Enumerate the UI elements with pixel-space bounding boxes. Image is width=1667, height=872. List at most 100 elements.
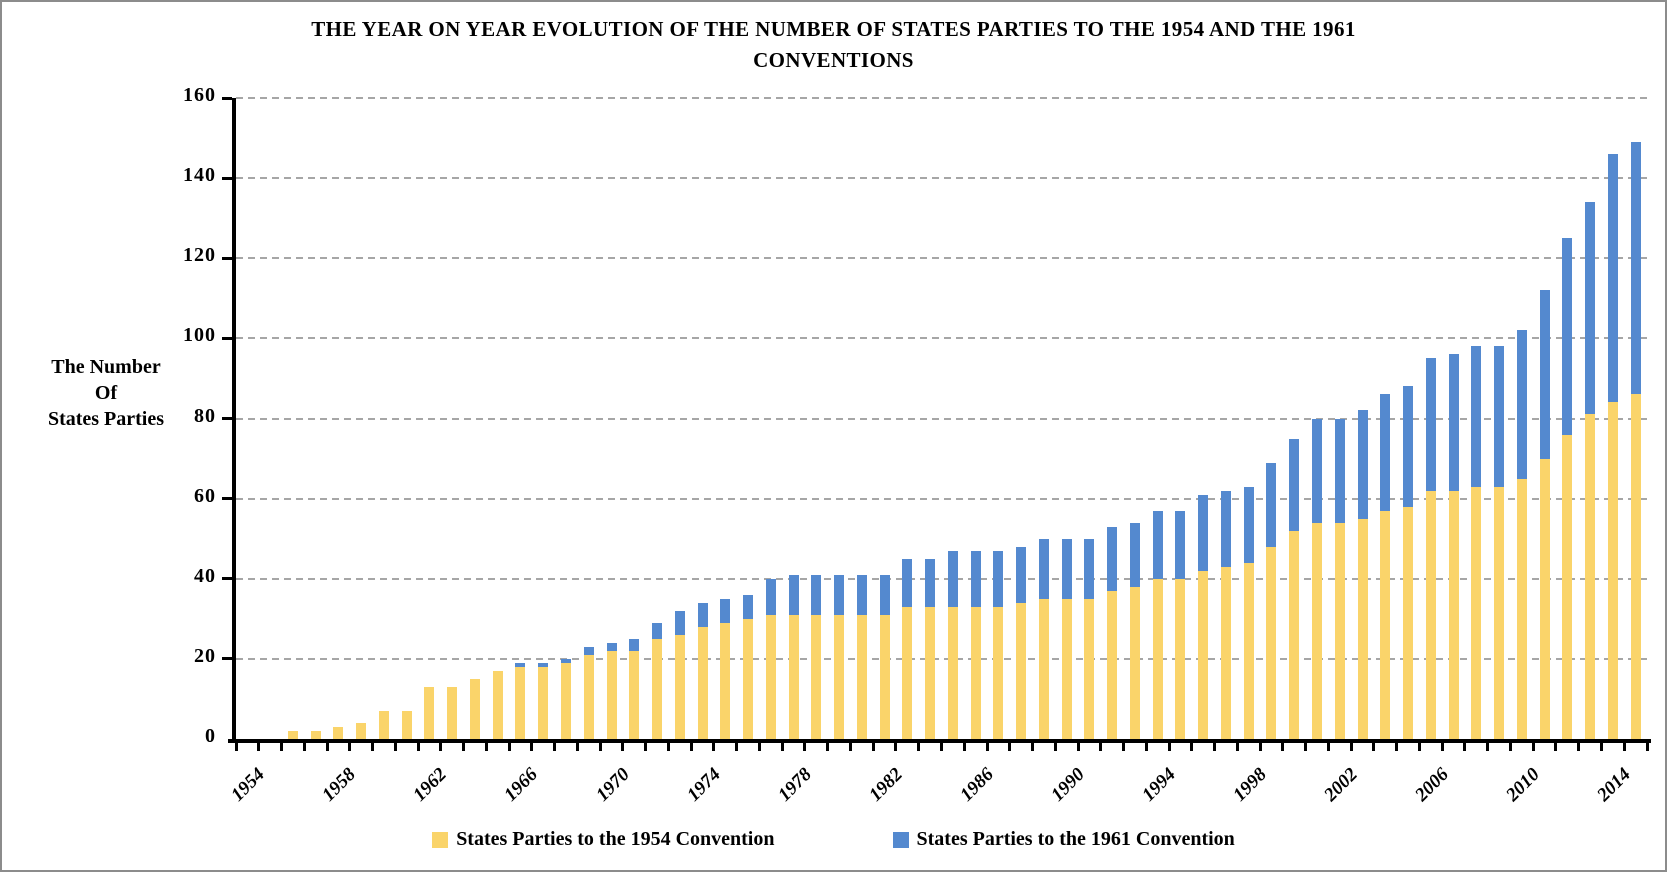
bar-segment-1961-convention-1992 — [1107, 526, 1118, 591]
y-axis-tick-label-0: 0 — [205, 725, 216, 747]
bar-segment-1961-convention-1995 — [1175, 510, 1186, 579]
x-axis-tick-label-1954: 1954 — [227, 764, 270, 806]
x-axis-tick-55 — [1486, 743, 1490, 751]
bar-segment-1961-convention-1966 — [515, 662, 526, 667]
x-axis-tick-30 — [917, 743, 921, 751]
x-axis-tick-27 — [848, 743, 852, 751]
bar-segment-1961-convention-2014 — [1607, 154, 1618, 403]
bar-segment-1961-convention-1980 — [834, 574, 845, 615]
x-axis-tick-51 — [1395, 743, 1399, 751]
x-axis-tick-13 — [530, 743, 534, 751]
bar-segment-1961-convention-1984 — [925, 558, 936, 607]
x-axis-tick-label-1994: 1994 — [1137, 764, 1180, 806]
x-axis-tick-61 — [1622, 743, 1626, 751]
bar-segment-1954-convention-1969 — [583, 654, 594, 739]
x-axis-tick-label-2006: 2006 — [1410, 764, 1453, 806]
legend-item-1961-convention: States Parties to the 1961 Convention — [892, 828, 1235, 851]
bar-segment-1954-convention-1990 — [1061, 598, 1072, 739]
x-axis-tick-41 — [1167, 743, 1171, 751]
bar-segment-1954-convention-2007 — [1448, 490, 1459, 739]
x-axis-tick-45 — [1258, 743, 1262, 751]
y-axis-tick-160 — [222, 96, 232, 100]
bar-segment-1961-convention-1989 — [1038, 538, 1049, 599]
y-axis-tick-120 — [222, 256, 232, 260]
chart-title-line-1: THE YEAR ON YEAR EVOLUTION OF THE NUMBER… — [311, 17, 1356, 41]
bar-segment-1954-convention-1993 — [1129, 586, 1140, 739]
bar-segment-1954-convention-1996 — [1198, 570, 1209, 739]
bar-segment-1961-convention-1981 — [856, 574, 867, 615]
bar-segment-1954-convention-2005 — [1403, 506, 1414, 739]
x-axis-tick-label-1998: 1998 — [1228, 764, 1271, 806]
bar-segment-1961-convention-1967 — [538, 662, 549, 667]
bar-segment-1954-convention-1961 — [401, 710, 412, 739]
bar-segment-1954-convention-1957 — [310, 730, 321, 739]
x-axis-tick-2 — [280, 743, 284, 751]
gridline-60 — [236, 497, 1647, 500]
bar-segment-1961-convention-2002 — [1334, 418, 1345, 523]
bar-segment-1961-convention-2006 — [1425, 358, 1436, 491]
bar-segment-1961-convention-1990 — [1061, 538, 1072, 599]
x-axis-tick-48 — [1326, 743, 1330, 751]
bar-segment-1954-convention-2012 — [1562, 434, 1573, 739]
bar-segment-1961-convention-1996 — [1198, 494, 1209, 571]
x-axis-tick-42 — [1190, 743, 1194, 751]
bar-segment-1954-convention-1960 — [378, 710, 389, 739]
bar-segment-1961-convention-1999 — [1266, 462, 1277, 547]
bar-segment-1961-convention-1983 — [902, 558, 913, 607]
plot-area: 0 20 40 60 80 100 120 140 160 1954 1958 1962 1966 197… — [183, 84, 1651, 806]
legend-swatch-1961-convention — [892, 831, 909, 848]
x-axis-tick-3 — [302, 743, 306, 751]
x-axis-tick-34 — [1008, 743, 1012, 751]
bar-segment-1961-convention-1970 — [606, 642, 617, 651]
x-axis-tick-29 — [894, 743, 898, 751]
bar-segment-1954-convention-2015 — [1630, 394, 1641, 739]
x-axis-tick-50 — [1372, 743, 1376, 751]
x-axis-tick-19 — [666, 743, 670, 751]
bar-segment-1961-convention-1978 — [788, 574, 799, 615]
bar-segment-1954-convention-1995 — [1175, 578, 1186, 739]
gridline-140 — [236, 177, 1647, 180]
bar-segment-1954-convention-2010 — [1516, 478, 1527, 739]
x-axis-tick-33 — [985, 743, 989, 751]
bar-segment-1954-convention-1988 — [1016, 602, 1027, 739]
bar-segment-1961-convention-2000 — [1289, 438, 1300, 531]
y-axis-tick-60 — [222, 497, 232, 501]
gridline-120 — [236, 257, 1647, 260]
x-axis-tick-22 — [735, 743, 739, 751]
x-axis-tick-35 — [1031, 743, 1035, 751]
bar-segment-1954-convention-2002 — [1334, 522, 1345, 739]
bar-segment-1954-convention-1959 — [356, 722, 367, 739]
bar-segment-1961-convention-1997 — [1220, 490, 1231, 567]
bar-segment-1961-convention-1982 — [879, 574, 890, 615]
x-axis-tick-60 — [1599, 743, 1603, 751]
bar-segment-1961-convention-2001 — [1312, 418, 1322, 523]
bar-segment-1954-convention-2013 — [1585, 414, 1596, 739]
bar-segment-1954-convention-1972 — [652, 638, 663, 739]
bar-segment-1954-convention-1965 — [492, 670, 503, 739]
bar-segment-1961-convention-1985 — [947, 550, 958, 607]
x-axis-tick-21 — [712, 743, 716, 751]
bar-segment-1954-convention-2014 — [1607, 402, 1618, 739]
bar-segment-1954-convention-1984 — [925, 606, 936, 739]
bar-segment-1954-convention-1977 — [765, 614, 776, 739]
x-axis-tick-label-2010: 2010 — [1501, 764, 1544, 806]
bar-segment-1954-convention-2004 — [1380, 510, 1391, 739]
y-axis-title: The Number Of States Parties — [8, 354, 204, 432]
x-axis-tick-8 — [416, 743, 420, 751]
x-axis-tick-label-1966: 1966 — [500, 764, 543, 806]
bar-segment-1954-convention-2000 — [1289, 530, 1300, 739]
bar-segment-1954-convention-1994 — [1152, 578, 1163, 739]
bar-segment-1954-convention-1971 — [629, 650, 640, 739]
y-axis-tick-label-160: 160 — [183, 84, 216, 106]
bar-segment-1954-convention-1998 — [1243, 562, 1254, 739]
bar-segment-1961-convention-1987 — [993, 550, 1004, 607]
bar-segment-1954-convention-1986 — [970, 606, 981, 739]
x-axis-tick-46 — [1281, 743, 1285, 751]
x-axis-tick-label-1958: 1958 — [318, 764, 361, 806]
x-axis-tick-57 — [1531, 743, 1535, 751]
bar-segment-1961-convention-2004 — [1380, 394, 1391, 511]
x-axis-tick-37 — [1076, 743, 1080, 751]
bar-segment-1961-convention-1998 — [1243, 486, 1254, 563]
bar-segment-1954-convention-1982 — [879, 614, 890, 739]
